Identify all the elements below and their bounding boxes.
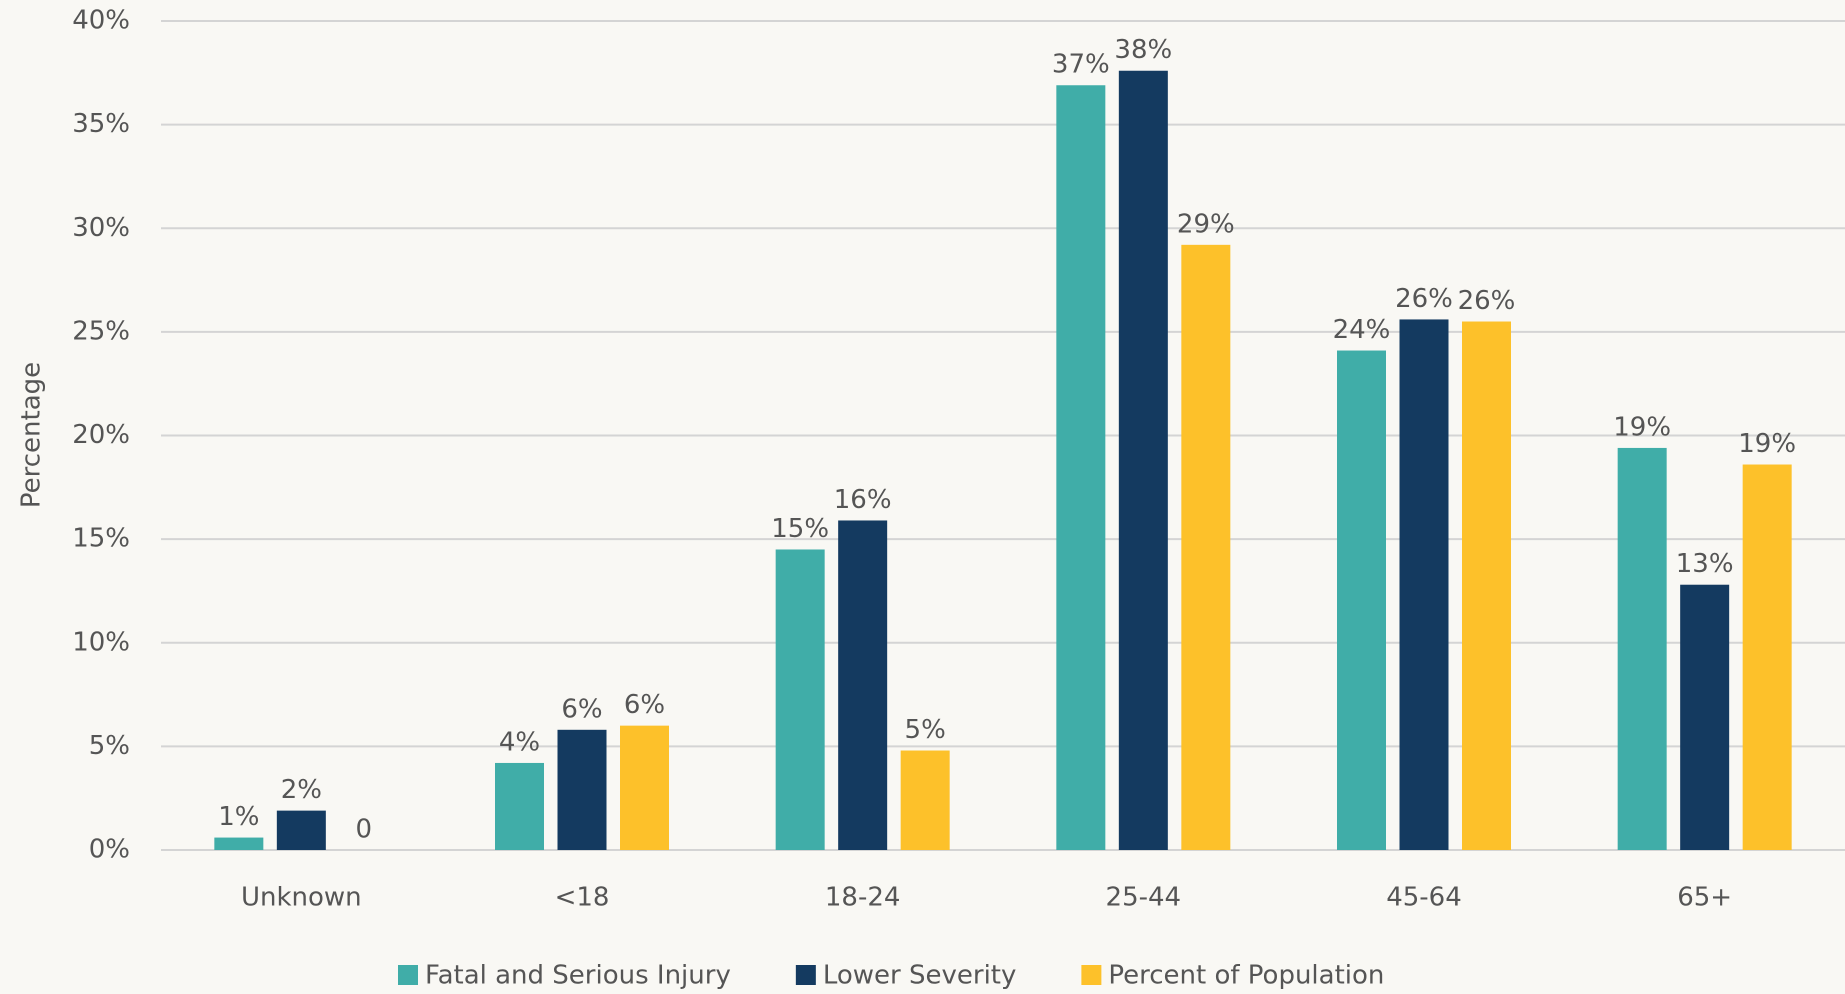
- bar: [838, 520, 888, 850]
- value-label: 19%: [1613, 412, 1671, 442]
- bar: [1337, 350, 1386, 850]
- y-tick-label: 30%: [72, 213, 130, 243]
- x-tick-label: 45-64: [1386, 883, 1462, 913]
- bar: [1617, 447, 1667, 850]
- bar: [1399, 319, 1449, 850]
- bar: [1118, 70, 1168, 851]
- value-label: 16%: [834, 485, 892, 515]
- bar: [276, 810, 326, 850]
- value-label: 38%: [1114, 35, 1172, 65]
- y-tick-label: 10%: [72, 627, 130, 657]
- value-label: 13%: [1676, 549, 1734, 579]
- x-tick-label: 18-24: [825, 883, 901, 913]
- value-label: 6%: [561, 694, 602, 724]
- value-label: 4%: [499, 727, 540, 757]
- y-tick-label: 15%: [72, 524, 130, 554]
- legend-swatch: [1081, 965, 1102, 985]
- bar: [1462, 321, 1511, 850]
- bar: [495, 762, 544, 850]
- legend-label: Fatal and Serious Injury: [425, 961, 731, 991]
- y-tick-label: 25%: [72, 316, 130, 346]
- value-label: 24%: [1333, 315, 1391, 345]
- legend-label: Percent of Population: [1108, 961, 1384, 991]
- value-label: 19%: [1738, 429, 1796, 459]
- y-tick-label: 0%: [89, 835, 130, 865]
- bar: [900, 750, 950, 850]
- y-tick-label: 20%: [72, 420, 130, 450]
- y-axis-label: Percentage: [17, 362, 47, 508]
- bar: [1181, 244, 1231, 850]
- legend-swatch: [795, 965, 816, 985]
- y-tick-label: 5%: [89, 731, 130, 761]
- value-label: 6%: [624, 690, 665, 720]
- y-tick-label: 40%: [72, 6, 130, 36]
- x-tick-label: Unknown: [241, 883, 362, 913]
- bar: [1056, 85, 1106, 850]
- x-tick-label: 25-44: [1106, 883, 1182, 913]
- legend-swatch: [398, 965, 418, 985]
- bar: [557, 729, 607, 850]
- value-label: 37%: [1052, 50, 1110, 80]
- value-label: 5%: [905, 715, 946, 745]
- value-label: 0: [356, 815, 373, 845]
- bar: [1742, 464, 1792, 850]
- bar: [620, 725, 669, 850]
- x-tick-label: 65+: [1677, 883, 1732, 913]
- bar: [214, 837, 264, 850]
- legend-label: Lower Severity: [823, 961, 1017, 991]
- x-tick-label: <18: [555, 883, 610, 913]
- value-label: 26%: [1395, 284, 1453, 314]
- value-label: 29%: [1177, 209, 1235, 239]
- value-label: 26%: [1458, 286, 1516, 316]
- value-label: 1%: [218, 802, 259, 832]
- y-tick-label: 35%: [72, 109, 130, 139]
- bar: [1680, 584, 1730, 850]
- value-label: 2%: [281, 775, 322, 805]
- value-label: 15%: [771, 514, 829, 544]
- bar: [775, 549, 825, 850]
